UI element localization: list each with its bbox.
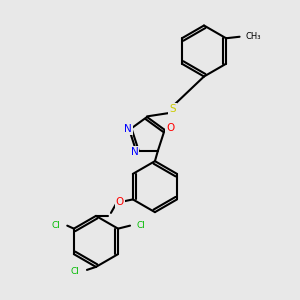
- Text: O: O: [116, 197, 124, 207]
- Text: N: N: [131, 147, 138, 157]
- Text: Cl: Cl: [70, 267, 80, 276]
- Text: CH₃: CH₃: [246, 32, 261, 41]
- Text: Cl: Cl: [136, 221, 145, 230]
- Text: S: S: [169, 104, 176, 115]
- Text: N: N: [124, 124, 132, 134]
- Text: O: O: [166, 123, 174, 134]
- Text: Cl: Cl: [52, 221, 60, 230]
